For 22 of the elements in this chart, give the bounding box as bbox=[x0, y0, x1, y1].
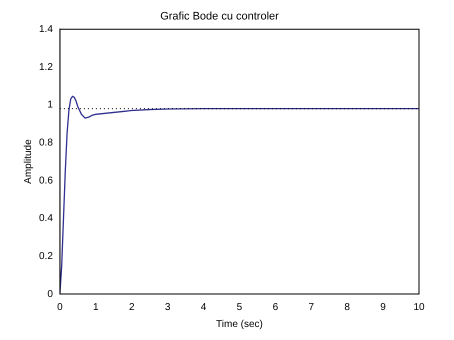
x-tick-label: 4 bbox=[200, 302, 207, 313]
x-tick-label: 10 bbox=[413, 302, 425, 313]
x-tick-label: 8 bbox=[344, 302, 350, 313]
x-tick-label: 6 bbox=[272, 302, 279, 313]
x-tick-label: 7 bbox=[308, 302, 314, 313]
x-tick-label: 5 bbox=[236, 302, 243, 313]
y-tick-label: 0.2 bbox=[38, 250, 54, 262]
x-tick-label: 0 bbox=[57, 302, 64, 313]
y-tick-label: 1.4 bbox=[38, 24, 54, 35]
y-tick-label: 1.2 bbox=[38, 62, 54, 73]
y-tick-label: 0.8 bbox=[38, 137, 54, 148]
x-tick-label: 2 bbox=[128, 302, 135, 313]
y-tick-label: 0.4 bbox=[38, 213, 54, 224]
y-tick-label: 1 bbox=[47, 100, 54, 111]
x-axis-title: Time (sec) bbox=[216, 318, 263, 330]
y-axis-title: Amplitude bbox=[22, 138, 34, 184]
x-tick-label: 3 bbox=[164, 302, 171, 313]
y-tick-label: 0.6 bbox=[38, 175, 54, 186]
y-tick-label: 0 bbox=[47, 288, 54, 300]
chart-title: Grafic Bode cu controler bbox=[160, 10, 280, 23]
x-tick-label: 9 bbox=[380, 302, 386, 313]
x-tick-label: 1 bbox=[93, 302, 100, 313]
